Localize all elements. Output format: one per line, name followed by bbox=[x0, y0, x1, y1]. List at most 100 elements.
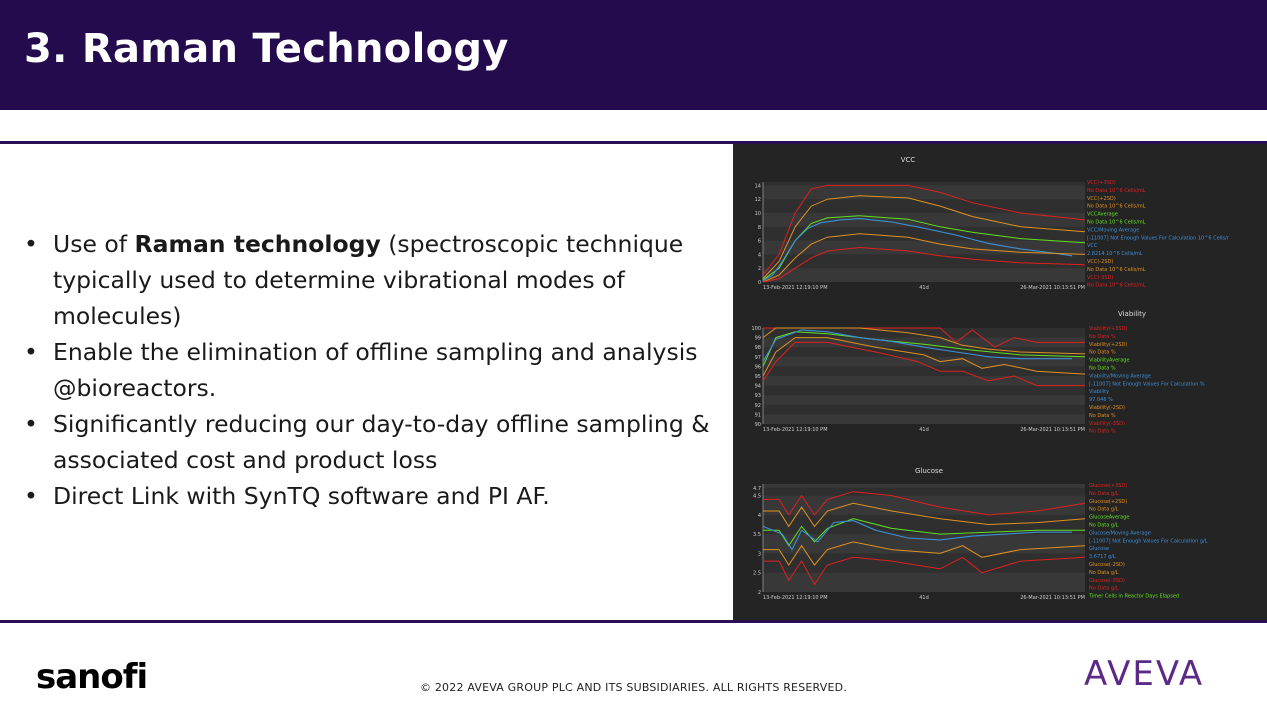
series-line-vcc-3sd- bbox=[762, 184, 1086, 276]
series-line-viability-2sd- bbox=[762, 327, 1086, 355]
legend-entry: Viability bbox=[1089, 389, 1109, 395]
legend-entry: No Data g/L bbox=[1089, 491, 1119, 497]
bullet-dot-icon: • bbox=[24, 482, 38, 510]
bullet-item: • Direct Link with SynTQ software and PI … bbox=[24, 478, 724, 514]
legend-entry: No Data % bbox=[1089, 366, 1116, 372]
legend-entry: Viability(+2SD) bbox=[1089, 342, 1127, 348]
y-tick-label: 95 bbox=[755, 374, 761, 380]
legend-entry: Glucose/Moving Average bbox=[1089, 530, 1151, 536]
legend-entry: VCC(-2SD) bbox=[1087, 259, 1113, 265]
series-line-glucose-3sd- bbox=[763, 556, 1086, 586]
copyright-text: © 2022 AVEVA GROUP PLC AND ITS SUBSIDIAR… bbox=[419, 681, 848, 694]
series-line-vcc bbox=[762, 218, 1073, 282]
x-axis-label: 41d bbox=[919, 427, 929, 433]
legend-entry: 3.6717 g/L bbox=[1089, 554, 1116, 560]
legend-entry: No Data 10^6 Cells/mL bbox=[1087, 220, 1146, 226]
y-tick-label: 4.7 bbox=[753, 486, 761, 492]
x-axis-label: 26-Mar-2021 10:13:51 PM bbox=[1020, 595, 1085, 601]
legend-entry: Glucose(-2SD) bbox=[1089, 562, 1125, 568]
trend-charts-svg: VCC 0 2 4 6 8 10 12 14 13-Feb-2021 12:19:10 PM 41d… bbox=[751, 156, 1229, 601]
series-line-viability-3sd- bbox=[762, 341, 1085, 387]
legend-entry: Viability/Moving Average bbox=[1089, 373, 1151, 379]
grid-band bbox=[763, 337, 1085, 348]
legend-entry: Glucose(-3SD) bbox=[1089, 578, 1125, 584]
y-tick-label: 12 bbox=[755, 197, 761, 203]
legend-entry: VCC(-3SD) bbox=[1087, 275, 1113, 281]
legend-entry: VCC(+3SD) bbox=[1087, 180, 1116, 186]
legend-entry: Viability(+3SD) bbox=[1089, 326, 1127, 332]
series-line-glucose bbox=[762, 520, 1073, 551]
legend-entry: No Data 10^6 Cells/mL bbox=[1087, 188, 1146, 194]
y-tick-label: 8 bbox=[758, 225, 761, 231]
grid-band bbox=[763, 534, 1085, 554]
legend-entry: No Data g/L bbox=[1089, 570, 1119, 576]
legend-entry: VCCAverage bbox=[1087, 212, 1118, 218]
legend-entry: Viability(-3SD) bbox=[1089, 421, 1125, 427]
series-line-glucoseaverage bbox=[763, 518, 1085, 547]
x-axis-label: 26-Mar-2021 10:13:51 PM bbox=[1020, 285, 1085, 291]
y-tick-label: 99 bbox=[755, 336, 761, 342]
x-axis-label: 41d bbox=[919, 595, 929, 601]
y-tick-label: 3 bbox=[758, 551, 761, 557]
y-tick-label: 2 bbox=[758, 590, 761, 596]
top-divider bbox=[0, 141, 1267, 144]
bullet-dot-icon: • bbox=[24, 410, 38, 438]
aveva-logo: AVEVA bbox=[1084, 654, 1205, 694]
y-tick-label: 4.5 bbox=[753, 494, 761, 500]
grid-band bbox=[763, 395, 1085, 405]
bottom-divider bbox=[0, 620, 1267, 623]
grid-band bbox=[763, 185, 1085, 200]
sanofi-logo: sanofi bbox=[36, 657, 148, 697]
series-line-vcc-3sd- bbox=[762, 246, 1086, 283]
y-tick-label: 4 bbox=[758, 252, 761, 258]
legend-entry: No Data 10^6 Cells/mL bbox=[1087, 267, 1146, 273]
x-axis-label: 13-Feb-2021 12:19:10 PM bbox=[763, 595, 828, 601]
grid-band bbox=[763, 484, 1085, 488]
slide-title: 3. Raman Technology bbox=[24, 26, 509, 72]
grid-band bbox=[763, 572, 1085, 592]
x-axis-label: 13-Feb-2021 12:19:10 PM bbox=[763, 285, 828, 291]
legend-entry: No Data g/L bbox=[1089, 586, 1119, 592]
legend-entry: Timer Cells in Reactor Days Elapsed bbox=[1088, 594, 1179, 600]
legend-entry: ViabilityAverage bbox=[1089, 358, 1130, 364]
y-tick-label: 3.5 bbox=[753, 532, 761, 538]
legend-entry: Glucose(+2SD) bbox=[1089, 499, 1127, 505]
y-tick-label: 6 bbox=[758, 239, 761, 245]
y-tick-label: 91 bbox=[755, 412, 761, 418]
series-line-vcc-2sd- bbox=[762, 233, 1086, 283]
y-tick-label: 10 bbox=[755, 211, 761, 217]
chart-title: Glucose bbox=[915, 467, 943, 475]
bullet-item: • Enable the elimination of offline sampl… bbox=[24, 334, 724, 406]
y-tick-label: 0 bbox=[758, 280, 761, 286]
y-tick-label: 4 bbox=[758, 513, 761, 519]
legend-entry: No Data g/L bbox=[1089, 507, 1119, 513]
series-line-vcc-2sd- bbox=[762, 195, 1086, 279]
y-tick-label: 94 bbox=[755, 384, 761, 390]
series-line-viability bbox=[762, 329, 1073, 362]
bullet-list: • Use of Raman technology (spectroscopic … bbox=[24, 226, 724, 514]
legend-entry: [-11007] Not Enough Values For Calculati… bbox=[1089, 538, 1208, 544]
bullet-item: • Use of Raman technology (spectroscopic … bbox=[24, 226, 724, 334]
legend-entry: Glucose(+3SD) bbox=[1089, 483, 1127, 489]
legend-entry: VCC bbox=[1087, 243, 1098, 249]
series-line-viability-2sd- bbox=[762, 337, 1086, 377]
legend-entry: Glucose bbox=[1089, 546, 1109, 552]
legend-entry: No Data % bbox=[1089, 413, 1116, 419]
y-tick-label: 14 bbox=[755, 183, 761, 189]
legend-entry: Viability(-2SD) bbox=[1089, 405, 1125, 411]
legend-entry: [-11007] Not Enough Values For Calculati… bbox=[1089, 381, 1205, 387]
legend-entry: GlucoseAverage bbox=[1089, 515, 1129, 521]
legend-entry: VCC(+2SD) bbox=[1087, 196, 1116, 202]
y-tick-label: 90 bbox=[755, 422, 761, 428]
x-axis-label: 13-Feb-2021 12:19:10 PM bbox=[763, 427, 828, 433]
grid-band bbox=[763, 495, 1085, 515]
y-tick-label: 2 bbox=[758, 266, 761, 272]
series-line-glucose-2sd- bbox=[763, 502, 1086, 528]
grid-band bbox=[763, 356, 1085, 367]
chart-title: Viability bbox=[1118, 310, 1146, 318]
bullet-dot-icon: • bbox=[24, 338, 38, 366]
y-tick-label: 93 bbox=[755, 393, 761, 399]
legend-entry: 2.8214 10^6 Cells/mL bbox=[1087, 251, 1143, 257]
y-tick-label: 98 bbox=[755, 345, 761, 351]
series-line-glucose-2sd- bbox=[763, 541, 1086, 566]
